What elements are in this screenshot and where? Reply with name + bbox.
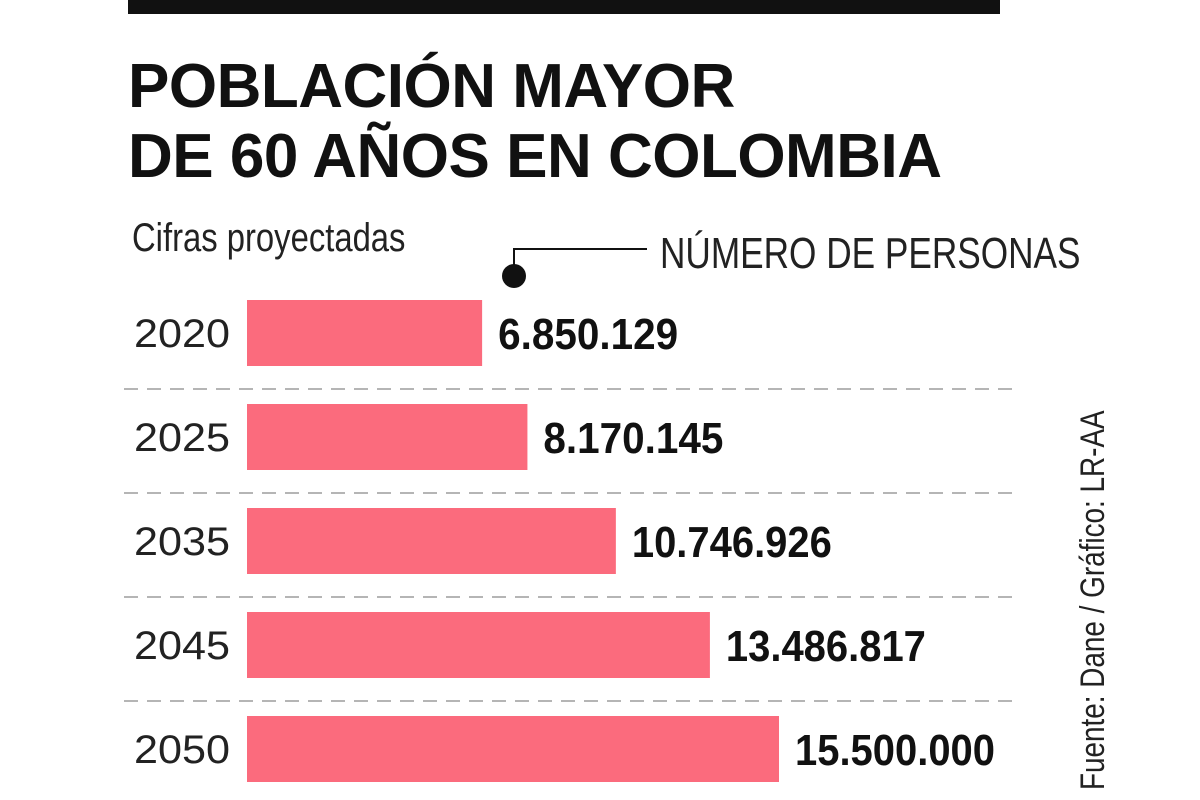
legend-label: NÚMERO DE PERSONAS — [660, 229, 1081, 278]
legend-connector-line — [513, 248, 647, 250]
value-label-2025: 8.170.145 — [543, 414, 723, 463]
bar-2045 — [247, 612, 710, 678]
legend-dot-icon — [502, 264, 526, 288]
category-label-2035: 2035 — [134, 520, 230, 564]
top-bar — [128, 0, 1000, 14]
bar-2025 — [247, 404, 528, 470]
title-line-2: DE 60 AÑOS EN COLOMBIA — [128, 122, 942, 191]
value-label-2035: 10.746.926 — [632, 518, 832, 567]
source-credit: Fuente: Dane / Gráfico: LR-AA — [1074, 410, 1112, 790]
bar-2035 — [247, 508, 616, 574]
value-label-2020: 6.850.129 — [498, 310, 678, 359]
chart-title: POBLACIÓN MAYOR DE 60 AÑOS EN COLOMBIA — [128, 52, 942, 192]
title-line-1: POBLACIÓN MAYOR — [128, 52, 735, 121]
bar-2020 — [247, 300, 483, 366]
category-label-2050: 2050 — [134, 728, 230, 772]
category-label-2020: 2020 — [134, 312, 230, 356]
bar-2050 — [247, 716, 779, 782]
value-label-2045: 13.486.817 — [726, 622, 926, 671]
chart-subtitle: Cifras proyectadas — [132, 216, 406, 260]
legend-connector-stem — [513, 248, 515, 268]
category-label-2025: 2025 — [134, 416, 230, 460]
category-label-2045: 2045 — [134, 624, 230, 668]
value-label-2050: 15.500.000 — [795, 726, 995, 775]
